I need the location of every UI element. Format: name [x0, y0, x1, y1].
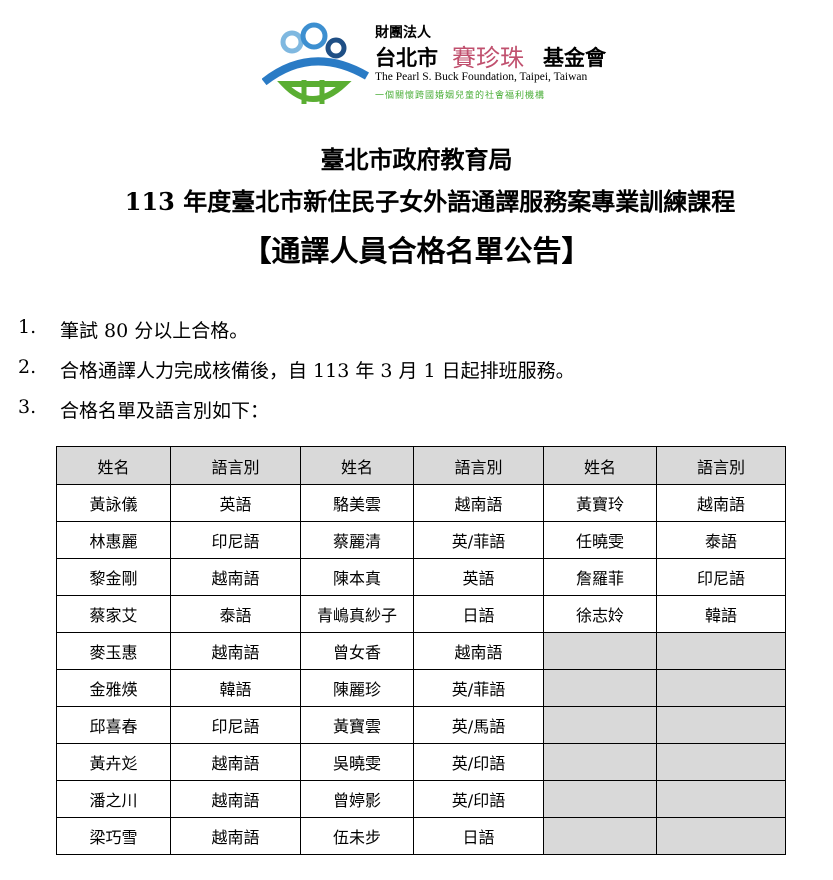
language-cell: 越南語: [413, 484, 544, 522]
name-cell: 青嶋真紗子: [300, 595, 414, 633]
name-cell: 梁巧雪: [56, 817, 171, 855]
language-cell: 泰語: [656, 521, 786, 559]
name-cell: 陳本真: [300, 558, 414, 596]
name-cell: 黃卉彣: [56, 743, 171, 781]
item-number: 3.: [18, 396, 37, 418]
table-row: 蔡家艾 泰語 青嶋真紗子 日語 徐志姈 韓語: [56, 595, 786, 633]
name-cell: 徐志姈: [543, 595, 657, 633]
language-cell: 越南語: [170, 817, 301, 855]
logo-emblem-icon: [262, 22, 370, 104]
language-cell: 印尼語: [656, 558, 786, 596]
language-cell: 英/馬語: [413, 706, 544, 744]
list-item: 2. 合格通譯人力完成核備後，自 113 年 3 月 1 日起排班服務。: [18, 356, 575, 396]
header-language: 語言別: [656, 446, 786, 485]
empty-cell: [543, 743, 657, 781]
empty-cell: [656, 632, 786, 670]
name-cell: 金雅煐: [56, 669, 171, 707]
logo-english: The Pearl S. Buck Foundation, Taipei, Ta…: [375, 71, 588, 83]
empty-cell: [656, 669, 786, 707]
table-row: 梁巧雪 越南語 伍未步 日語: [56, 817, 786, 855]
name-cell: 詹羅菲: [543, 558, 657, 596]
name-cell: 吳曉雯: [300, 743, 414, 781]
empty-cell: [543, 632, 657, 670]
name-cell: 蔡麗清: [300, 521, 414, 559]
name-cell: 蔡家艾: [56, 595, 171, 633]
name-cell: 黃寶玲: [543, 484, 657, 522]
table-row: 金雅煐 韓語 陳麗珍 英/菲語: [56, 669, 786, 707]
header-language: 語言別: [170, 446, 301, 485]
language-cell: 越南語: [656, 484, 786, 522]
language-cell: 越南語: [170, 632, 301, 670]
list-item: 3. 合格名單及語言別如下：: [18, 396, 575, 436]
name-cell: 曾女香: [300, 632, 414, 670]
logo-tagline: 一個關懷跨國婚姻兒童的社會福利機構: [375, 91, 546, 101]
table-row: 黎金剛 越南語 陳本真 英語 詹羅菲 印尼語: [56, 558, 786, 596]
empty-cell: [656, 780, 786, 818]
logo-name: 賽珍珠: [452, 44, 524, 72]
qualified-list-table: 姓名 語言別 姓名 語言別 姓名 語言別 黃詠儀 英語 駱美雲 越南語 黃寶玲 越南語 林惠麗 印尼語蔡…: [56, 446, 786, 855]
table-row: 麥玉惠 越南語 曾女香 越南語: [56, 632, 786, 670]
table-row: 邱喜春 印尼語 黃寶雲 英/馬語: [56, 706, 786, 744]
empty-cell: [656, 743, 786, 781]
list-item: 1. 筆試 80 分以上合格。: [18, 316, 575, 356]
language-cell: 韓語: [170, 669, 301, 707]
notice-list: 1. 筆試 80 分以上合格。 2. 合格通譯人力完成核備後，自 113 年 3 月…: [18, 316, 575, 436]
title-announcement: 【通譯人員合格名單公告】: [242, 234, 591, 268]
table-row: 潘之川 越南語 曾婷影 英/印語: [56, 780, 786, 818]
language-cell: 英語: [413, 558, 544, 596]
empty-cell: [543, 706, 657, 744]
title-agency: 臺北市政府教育局: [320, 145, 513, 174]
name-cell: 黃寶雲: [300, 706, 414, 744]
table-header: 姓名 語言別 姓名 語言別 姓名 語言別: [56, 446, 786, 485]
item-number: 2.: [18, 356, 37, 378]
item-text: 筆試 80 分以上合格。: [60, 320, 249, 342]
name-cell: 駱美雲: [300, 484, 414, 522]
language-cell: 越南語: [170, 780, 301, 818]
title-course: 113 年度臺北市新住民子女外語通譯服務案專業訓練課程: [124, 187, 736, 216]
name-cell: 黃詠儀: [56, 484, 171, 522]
empty-cell: [543, 817, 657, 855]
language-cell: 英/印語: [413, 743, 544, 781]
language-cell: 越南語: [170, 743, 301, 781]
empty-cell: [543, 780, 657, 818]
language-cell: 英/菲語: [413, 669, 544, 707]
language-cell: 泰語: [170, 595, 301, 633]
header-language: 語言別: [413, 446, 544, 485]
name-cell: 陳麗珍: [300, 669, 414, 707]
header-name: 姓名: [300, 446, 414, 485]
table-row: 黃詠儀 英語 駱美雲 越南語 黃寶玲 越南語: [56, 484, 786, 522]
logo-city: 台北市: [375, 46, 438, 70]
language-cell: 印尼語: [170, 521, 301, 559]
empty-cell: [543, 669, 657, 707]
name-cell: 邱喜春: [56, 706, 171, 744]
logo-org-type: 財團法人: [375, 25, 431, 41]
language-cell: 越南語: [413, 632, 544, 670]
logo-suffix: 基金會: [543, 46, 606, 70]
empty-cell: [656, 817, 786, 855]
name-cell: 曾婷影: [300, 780, 414, 818]
name-cell: 伍未步: [300, 817, 414, 855]
name-cell: 林惠麗: [56, 521, 171, 559]
language-cell: 印尼語: [170, 706, 301, 744]
item-number: 1.: [18, 316, 37, 338]
language-cell: 英語: [170, 484, 301, 522]
empty-cell: [656, 706, 786, 744]
name-cell: 麥玉惠: [56, 632, 171, 670]
header-name: 姓名: [56, 446, 171, 485]
item-text: 合格名單及語言別如下：: [60, 400, 270, 422]
name-cell: 潘之川: [56, 780, 171, 818]
language-cell: 日語: [413, 595, 544, 633]
name-cell: 黎金剛: [56, 558, 171, 596]
header-name: 姓名: [543, 446, 657, 485]
language-cell: 韓語: [656, 595, 786, 633]
name-cell: 任曉雯: [543, 521, 657, 559]
language-cell: 越南語: [170, 558, 301, 596]
language-cell: 英/菲語: [413, 521, 544, 559]
item-text: 合格通譯人力完成核備後，自 113 年 3 月 1 日起排班服務。: [60, 360, 575, 382]
table-row: 黃卉彣 越南語 吳曉雯 英/印語: [56, 743, 786, 781]
table-row: 林惠麗 印尼語 蔡麗清 英/菲語 任曉雯 泰語: [56, 521, 786, 559]
language-cell: 英/印語: [413, 780, 544, 818]
language-cell: 日語: [413, 817, 544, 855]
